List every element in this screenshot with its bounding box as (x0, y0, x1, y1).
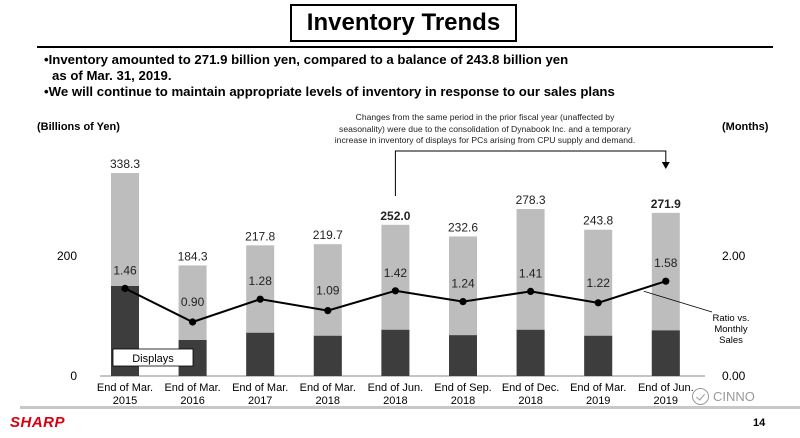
category-label-top-6: End of Dec. (502, 382, 559, 394)
ratio-point-0 (121, 284, 129, 292)
category-label-year-8: 2019 (654, 395, 678, 407)
comparison-arrowhead (661, 162, 670, 169)
category-label-year-2: 2017 (248, 395, 272, 407)
category-label-year-5: 2018 (451, 395, 475, 407)
y-axis-left-label: (Billions of Yen) (37, 121, 120, 133)
category-label-year-6: 2018 (518, 395, 542, 407)
ratio-value-label-4: 1.42 (384, 266, 408, 280)
watermark-text: CINNO (713, 389, 755, 404)
note-line-3: increase in inventory of displays for PC… (334, 135, 636, 145)
ratio-point-1 (189, 318, 197, 326)
category-label-top-7: End of Mar. (570, 382, 626, 394)
comparison-bracket (394, 150, 667, 196)
watermark: CINNO (692, 388, 755, 405)
ratio-value-label-2: 1.28 (249, 274, 273, 288)
bar-displays-4 (381, 329, 410, 376)
note-line-2: seasonality) were due to the consolidati… (339, 123, 631, 134)
right-tick-label-0: 0.00 (722, 369, 746, 383)
note-line-1: Changes from the same period in the prio… (355, 112, 615, 122)
bullet-inventory-line2: as of Mar. 31, 2019. (52, 68, 172, 83)
category-label-year-3: 2018 (316, 395, 340, 407)
ratio-label-line-1: Monthly (714, 324, 748, 335)
category-label-top-2: End of Mar. (232, 382, 288, 394)
bar-displays-6 (516, 329, 545, 376)
bar-displays-7 (584, 335, 613, 376)
ratio-label-line-2: Sales (719, 335, 743, 346)
ratio-value-label-3: 1.09 (316, 284, 340, 298)
category-label-top-5: End of Sep. (434, 382, 492, 394)
right-tick-label-1: 2.00 (722, 249, 746, 263)
ratio-point-7 (594, 299, 602, 307)
bar-value-label-2: 217.8 (245, 229, 275, 243)
ratio-point-4 (391, 287, 399, 295)
page-number: 14 (753, 417, 766, 429)
bullet-inventory-line1: •Inventory amounted to 271.9 billion yen… (44, 52, 569, 67)
watermark-icon (692, 388, 709, 405)
bullet-plan: •We will continue to maintain appropriat… (44, 84, 615, 99)
ratio-leader-line (643, 290, 713, 313)
ratio-point-5 (459, 298, 467, 306)
ratio-value-label-0: 1.46 (113, 263, 137, 277)
footer-rule (20, 406, 800, 409)
bar-displays-8 (651, 330, 680, 376)
title-rule (37, 46, 773, 48)
category-label-year-7: 2019 (586, 395, 610, 407)
left-tick-label-0: 0 (70, 369, 77, 383)
ratio-value-label-5: 1.24 (451, 277, 475, 291)
bar-value-label-0: 338.3 (110, 157, 140, 171)
ratio-value-label-7: 1.22 (587, 276, 611, 290)
ratio-value-label-8: 1.58 (654, 256, 678, 270)
category-label-year-1: 2016 (180, 395, 204, 407)
category-label-top-0: End of Mar. (97, 382, 153, 394)
bar-value-label-1: 184.3 (178, 249, 208, 263)
ratio-point-2 (256, 295, 264, 303)
category-label-top-8: End of Jun. (638, 382, 694, 394)
category-label-top-3: End of Mar. (300, 382, 356, 394)
category-label-year-4: 2018 (383, 395, 407, 407)
bar-value-label-3: 219.7 (313, 228, 343, 242)
ratio-point-3 (324, 307, 332, 315)
chart-note: Changes from the same period in the prio… (262, 112, 708, 147)
y-axis-right-label: (Months) (722, 121, 769, 133)
ratio-value-label-1: 0.90 (181, 295, 205, 309)
category-label-top-4: End of Jun. (368, 382, 424, 394)
bar-displays-3 (313, 335, 342, 376)
ratio-value-label-6: 1.41 (519, 266, 543, 280)
bar-value-label-7: 243.8 (583, 214, 613, 228)
bar-value-label-6: 278.3 (516, 193, 546, 207)
ratio-point-8 (662, 277, 670, 285)
bar-displays-5 (449, 335, 477, 376)
slide-title: Inventory Trends (290, 4, 517, 42)
left-tick-label-1: 200 (57, 249, 77, 263)
bar-value-label-8: 271.9 (651, 197, 681, 211)
bar-displays-2 (246, 332, 275, 376)
ratio-point-6 (527, 287, 535, 295)
category-label-top-1: End of Mar. (164, 382, 220, 394)
category-label-year-0: 2015 (113, 395, 137, 407)
bar-value-label-4: 252.0 (380, 209, 410, 223)
bar-value-label-5: 232.6 (448, 220, 478, 234)
displays-label-box (112, 348, 194, 367)
sharp-logo: SHARP (10, 414, 66, 431)
ratio-label-line-0: Ratio vs. (713, 313, 750, 324)
displays-label: Displays (132, 353, 174, 365)
